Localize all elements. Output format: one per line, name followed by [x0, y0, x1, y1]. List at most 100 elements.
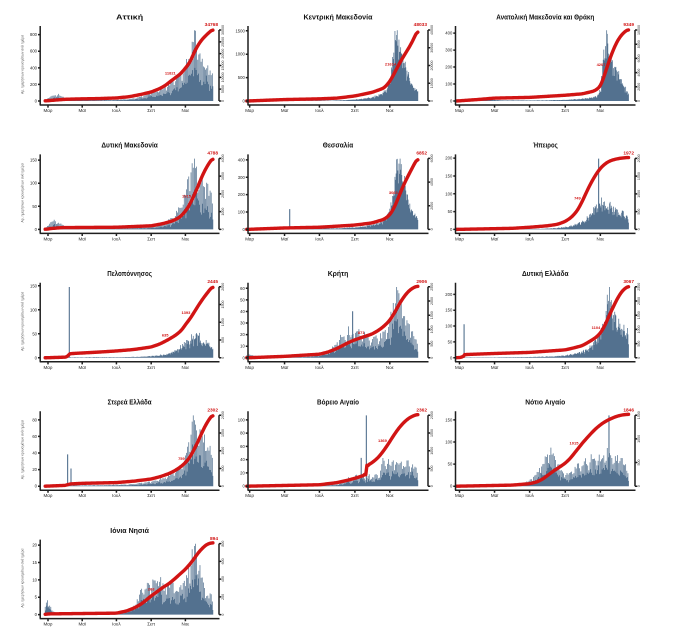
svg-text:200: 200 [445, 65, 453, 70]
svg-text:500: 500 [238, 75, 246, 80]
svg-text:15000: 15000 [221, 61, 225, 71]
svg-text:2302: 2302 [207, 407, 218, 413]
svg-text:6852: 6852 [416, 151, 427, 157]
svg-text:871: 871 [358, 330, 365, 335]
svg-text:Ιόνια Νησιά: Ιόνια Νησιά [110, 528, 149, 535]
svg-text:1500: 1500 [637, 411, 641, 419]
svg-text:1015: 1015 [570, 440, 580, 445]
svg-text:600: 600 [221, 558, 225, 564]
svg-text:50: 50 [240, 297, 245, 302]
svg-text:100: 100 [30, 307, 38, 312]
svg-text:Ιουλ: Ιουλ [112, 236, 121, 241]
svg-text:Νοε: Νοε [182, 236, 190, 241]
svg-text:10000: 10000 [430, 78, 434, 88]
svg-text:Μαϊ: Μαϊ [491, 236, 499, 241]
svg-text:Ιουλ: Ιουλ [525, 365, 534, 370]
svg-text:Μαρ: Μαρ [455, 365, 464, 370]
svg-text:1500: 1500 [235, 28, 245, 33]
svg-text:Ιουλ: Ιουλ [315, 108, 324, 113]
svg-text:500: 500 [637, 341, 641, 347]
svg-text:Ιουλ: Ιουλ [315, 365, 324, 370]
svg-text:0: 0 [450, 355, 453, 360]
svg-text:3067: 3067 [623, 279, 634, 285]
svg-text:0: 0 [430, 485, 434, 487]
svg-text:0: 0 [35, 99, 38, 104]
svg-text:Μαϊ: Μαϊ [79, 365, 87, 370]
svg-text:100: 100 [445, 82, 453, 87]
svg-text:10000: 10000 [221, 72, 225, 82]
svg-text:Νοε: Νοε [596, 365, 604, 370]
svg-text:Νοε: Νοε [596, 493, 604, 498]
svg-text:2000: 2000 [221, 283, 225, 291]
svg-text:Στερεά Ελλάδα: Στερεά Ελλάδα [108, 399, 153, 407]
svg-text:150: 150 [445, 308, 453, 313]
svg-text:Μαρ: Μαρ [44, 236, 53, 241]
svg-text:30: 30 [240, 321, 245, 326]
svg-text:150: 150 [30, 158, 38, 163]
svg-text:25000: 25000 [221, 37, 225, 47]
svg-text:0: 0 [430, 228, 434, 230]
svg-text:4207: 4207 [597, 62, 607, 67]
svg-text:400: 400 [30, 65, 38, 70]
svg-text:Αρ. ημερήσιων κρουσμάτων ανά η: Αρ. ημερήσιων κρουσμάτων ανά ημέρα [21, 163, 25, 222]
svg-text:Μαρ: Μαρ [44, 108, 53, 113]
svg-text:Μαρ: Μαρ [455, 236, 464, 241]
svg-text:Μαϊ: Μαϊ [281, 365, 289, 370]
svg-text:200: 200 [445, 156, 453, 161]
svg-text:0: 0 [242, 227, 245, 232]
svg-text:60: 60 [240, 444, 245, 449]
svg-text:0: 0 [450, 227, 453, 232]
svg-text:21614: 21614 [385, 61, 397, 66]
svg-text:500: 500 [637, 209, 641, 215]
svg-text:Μαϊ: Μαϊ [281, 108, 289, 113]
svg-text:100: 100 [445, 191, 453, 196]
svg-text:2906: 2906 [416, 279, 427, 285]
svg-text:60: 60 [32, 434, 37, 439]
svg-text:11821: 11821 [165, 70, 177, 75]
svg-text:Μαϊ: Μαϊ [281, 493, 289, 498]
svg-text:0: 0 [221, 100, 225, 102]
svg-text:Κεντρική Μακεδονία: Κεντρική Μακεδονία [304, 14, 374, 21]
svg-text:Αρ. ημερήσιων κρουσμάτων ανά η: Αρ. ημερήσιων κρουσμάτων ανά ημέρα [21, 549, 25, 608]
svg-text:3083: 3083 [389, 190, 399, 195]
svg-text:1500: 1500 [221, 429, 225, 437]
svg-text:Μαρ: Μαρ [455, 493, 464, 498]
svg-text:Μαρ: Μαρ [44, 493, 53, 498]
svg-text:10000: 10000 [637, 25, 641, 35]
svg-text:4788: 4788 [207, 151, 218, 157]
svg-text:300: 300 [445, 48, 453, 53]
svg-text:150: 150 [445, 173, 453, 178]
svg-text:Μαϊ: Μαϊ [281, 236, 289, 241]
svg-text:Ιουλ: Ιουλ [315, 236, 324, 241]
svg-text:0: 0 [242, 99, 245, 104]
svg-text:80: 80 [32, 417, 37, 422]
svg-text:Δυτική Μακεδονία: Δυτική Μακεδονία [101, 143, 158, 150]
svg-text:Σεπ: Σεπ [561, 236, 569, 241]
svg-text:Αρ. ημερήσιων κρουσμάτων ανά η: Αρ. ημερήσιων κρουσμάτων ανά ημέρα [21, 35, 25, 94]
svg-text:40: 40 [32, 451, 37, 456]
svg-text:9349: 9349 [623, 22, 634, 28]
svg-text:0: 0 [242, 355, 245, 360]
svg-text:Σεπ: Σεπ [351, 365, 359, 370]
svg-text:150: 150 [30, 283, 38, 288]
svg-text:Αρ. ημερήσιων κρουσμάτων ανά η: Αρ. ημερήσιων κρουσμάτων ανά ημέρα [21, 292, 25, 351]
svg-text:Μαρ: Μαρ [245, 493, 254, 498]
svg-text:Μαϊ: Μαϊ [79, 493, 87, 498]
svg-text:635: 635 [162, 333, 169, 338]
svg-text:Ιουλ: Ιουλ [112, 365, 121, 370]
svg-text:500: 500 [430, 341, 434, 347]
svg-text:Νοε: Νοε [182, 493, 190, 498]
svg-text:1972: 1972 [623, 151, 634, 157]
svg-text:2445: 2445 [207, 279, 218, 285]
svg-text:6000: 6000 [637, 54, 641, 62]
svg-text:749: 749 [574, 196, 581, 201]
svg-text:100: 100 [30, 181, 38, 186]
svg-text:1846: 1846 [623, 407, 634, 413]
svg-text:0: 0 [35, 484, 38, 489]
svg-text:1369: 1369 [378, 438, 388, 443]
svg-text:Ιουλ: Ιουλ [112, 108, 121, 113]
svg-text:1500: 1500 [637, 172, 641, 180]
svg-text:Νοε: Νοε [182, 108, 190, 113]
svg-text:1393: 1393 [181, 310, 191, 315]
svg-text:0: 0 [221, 485, 225, 487]
